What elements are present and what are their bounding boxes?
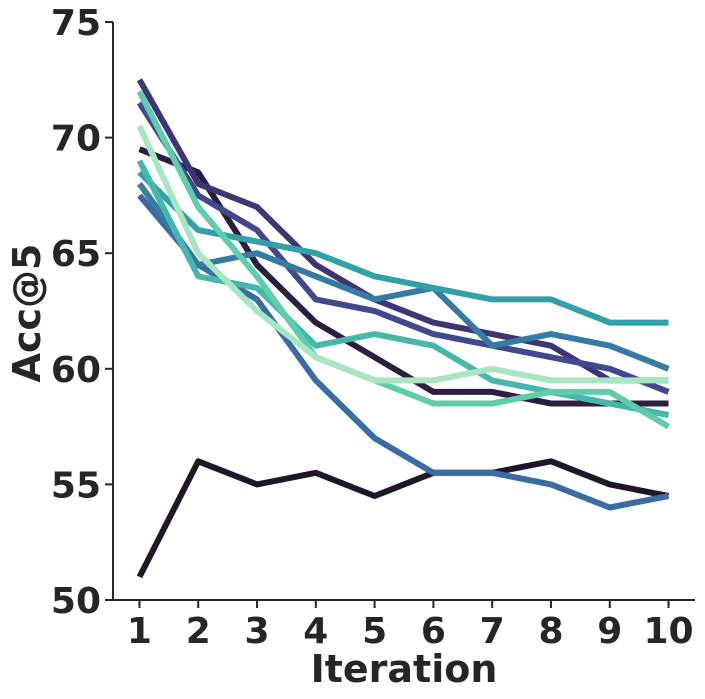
x-axis-title: Iteration (311, 647, 498, 691)
x-tick-label: 8 (538, 611, 563, 652)
x-tick-label: 3 (244, 611, 269, 652)
y-tick-label: 70 (51, 119, 101, 160)
series-layer (136, 78, 671, 579)
series-line-4 (136, 101, 670, 395)
y-tick-label: 65 (51, 234, 101, 275)
y-tick-label: 55 (51, 465, 101, 506)
series-line-9 (136, 90, 671, 430)
series-line-5 (137, 193, 670, 511)
series-line-7 (137, 170, 669, 326)
x-tick-label: 5 (362, 611, 387, 652)
series-line-6 (137, 182, 670, 372)
y-tick-label: 75 (51, 3, 101, 44)
y-tick-label: 50 (51, 581, 101, 622)
x-tick-label: 6 (421, 611, 446, 652)
x-tick-label: 7 (480, 611, 505, 652)
series-line-2 (138, 146, 669, 407)
x-tick-label: 1 (127, 611, 152, 652)
y-tick-label: 60 (51, 350, 101, 391)
x-axis-ticks: 1 2 3 4 5 6 7 8 9 10 (127, 600, 694, 652)
x-tick-label: 10 (643, 611, 693, 652)
x-tick-label: 4 (303, 611, 328, 652)
x-tick-label: 9 (597, 611, 622, 652)
y-axis-ticks: 50 55 60 65 70 75 (51, 3, 113, 622)
x-tick-label: 2 (186, 611, 211, 652)
series-line-10 (136, 124, 669, 384)
series-line-1 (136, 458, 670, 579)
y-axis-title: Acc@5 (5, 244, 49, 383)
